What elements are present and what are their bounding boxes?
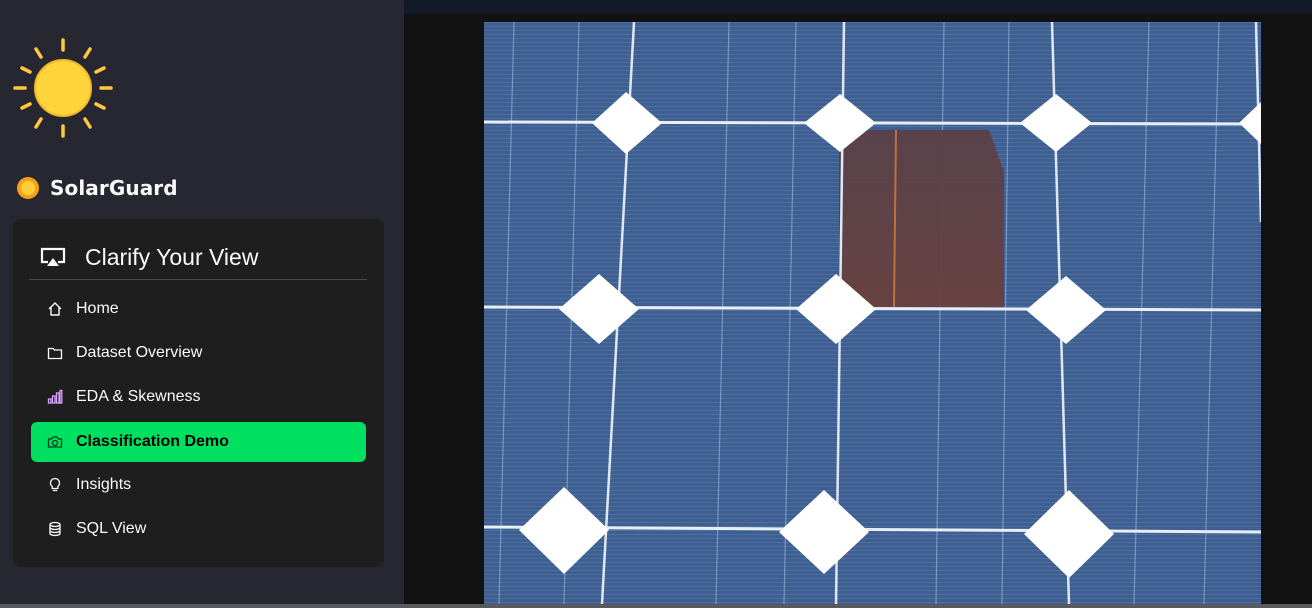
menu-item-label: EDA & Skewness [76, 388, 201, 405]
menu-item-eda-skewness[interactable]: EDA & Skewness [31, 377, 366, 417]
sidebar: SolarGuard Clarify Your View Home Datase… [0, 0, 404, 604]
menu-header: Clarify Your View [29, 235, 367, 280]
bar-chart-icon [46, 388, 64, 406]
menu-item-classification-demo[interactable]: Classification Demo [31, 422, 366, 462]
menu-item-sql-view[interactable]: SQL View [31, 509, 366, 549]
menu-item-label: Home [76, 300, 119, 317]
bottom-scrollbar-strip [0, 604, 1312, 608]
sun-emoji-icon [17, 177, 39, 199]
cast-screen-icon [40, 247, 66, 266]
lightbulb-icon [46, 476, 64, 494]
menu-item-label: SQL View [76, 520, 147, 537]
menu-item-insights[interactable]: Insights [31, 465, 366, 505]
house-icon [46, 300, 64, 318]
camera-icon [46, 433, 64, 451]
menu-item-home[interactable]: Home [31, 289, 366, 329]
sun-logo-icon [13, 38, 113, 138]
menu-item-label: Dataset Overview [76, 344, 203, 361]
app-name: SolarGuard [50, 176, 178, 200]
navigation-menu: Clarify Your View Home Dataset Overview … [13, 219, 384, 567]
solar-panel-image [484, 22, 1261, 604]
menu-item-dataset-overview[interactable]: Dataset Overview [31, 333, 366, 373]
database-icon [46, 520, 64, 538]
brand: SolarGuard [16, 174, 178, 202]
menu-title: Clarify Your View [85, 243, 259, 270]
menu-item-label: Insights [76, 476, 132, 493]
main-header-bar [404, 0, 1312, 14]
menu-item-label: Classification Demo [76, 433, 229, 450]
folder-icon [46, 344, 64, 362]
